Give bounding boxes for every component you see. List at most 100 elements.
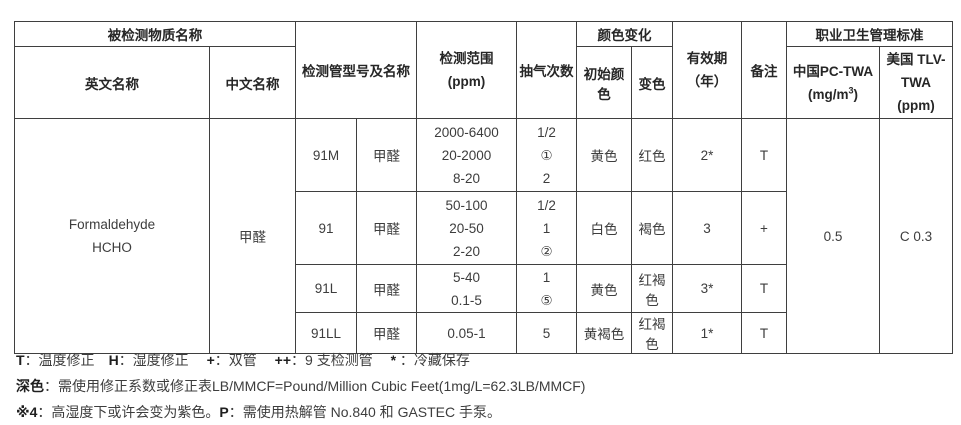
cell-tube-name: 甲醛 (356, 191, 417, 265)
cell-china-pc-twa: 0.5 (786, 118, 880, 354)
cell-validity: 3* (672, 264, 742, 313)
note-text: ：需使用修正系数或修正表LB/MMCF=Pound/Million Cubic … (44, 378, 586, 394)
header-china-pc-twa-line1: 中国PC-TWA (792, 63, 874, 79)
range-line: 50-100 (445, 197, 488, 213)
strokes-line: ② (540, 243, 553, 259)
detection-tube-table: 被检测物质名称 检测管型号及名称 检测范围 (ppm) 抽气次数 颜色变化 有效… (14, 21, 953, 354)
header-detection-range-line2: (ppm) (447, 74, 486, 89)
range-line: 8-20 (452, 170, 481, 186)
header-validity: 有效期 （年） (672, 21, 742, 119)
cell-model: 91 (295, 191, 357, 265)
header-validity-line1: 有效期 (686, 51, 728, 66)
header-standard-group: 职业卫生管理标准 (786, 21, 953, 47)
cell-validity: 3 (672, 191, 742, 265)
strokes-line: 1/2 (537, 197, 556, 213)
table-row-91M: Formaldehyde HCHO 甲醛 91M 甲醛 2000-6400 20… (14, 118, 953, 354)
footnotes: T：温度修正 H：湿度修正 +：双管 ++：9 支检测管 * ：冷藏保存 深色：… (16, 347, 585, 425)
table-row-91L: 91L 甲醛 5-40 0.1-5 1 ⑤ 黄色 红褐色 3* T (15, 264, 953, 313)
header-china-pc-twa-unit: (mg/m3) (789, 83, 877, 106)
cell-cn-name: 甲醛 (209, 118, 296, 354)
china-unit-pre: (mg/m (807, 86, 849, 102)
header-substance-group: 被检测物质名称 (14, 21, 296, 47)
cell-remark: T (741, 312, 787, 354)
cell-initial-color: 黄色 (576, 264, 632, 313)
cell-changed-color: 红褐色 (631, 264, 673, 313)
cell-remark: T (741, 118, 787, 192)
cell-strokes: 5 (516, 312, 577, 354)
note-text: ：湿度修正 (118, 352, 207, 368)
header-tube-model-name: 检测管型号及名称 (295, 21, 417, 119)
note-line-legend: T：温度修正 H：湿度修正 +：双管 ++：9 支检测管 * ：冷藏保存 (16, 347, 585, 373)
note-key-plus: + (206, 352, 215, 368)
cell-changed-color: 红褐色 (631, 312, 673, 354)
note-text: ：9 支检测管 (291, 352, 391, 368)
range-line: 2-20 (452, 243, 481, 259)
header-pump-strokes: 抽气次数 (516, 21, 577, 119)
note-text: ：温度修正 (24, 352, 109, 368)
cell-remark: + (741, 191, 787, 265)
range-line: 0.1-5 (451, 292, 482, 308)
cell-model: 91M (295, 118, 357, 192)
range-line: 5-40 (452, 269, 481, 285)
table-row-91: 91 甲醛 50-100 20-50 2-20 1/2 1 ② 白色 褐色 3 … (15, 191, 953, 265)
cell-strokes: 1/2 1 ② (516, 191, 577, 265)
note-key-asterisk: * (390, 352, 397, 368)
cell-range: 0.05-1 (416, 312, 517, 354)
cell-tube-name: 甲醛 (356, 118, 417, 192)
substance-en-line2: HCHO (92, 240, 132, 255)
strokes-line: 1 (542, 220, 551, 236)
cell-validity: 2* (672, 118, 742, 192)
header-us-tlv-line2: TWA (901, 75, 931, 90)
note-key-T: T (16, 352, 25, 368)
header-remark: 备注 (741, 21, 787, 119)
china-unit-sup: 3 (848, 85, 854, 95)
note-text: ：需使用热解管 No.840 和 GASTEC 手泵。 (228, 404, 502, 420)
note-key-dark: 深色 (16, 378, 44, 394)
cell-changed-color: 褐色 (631, 191, 673, 265)
cell-range: 2000-6400 20-2000 8-20 (416, 118, 517, 192)
cell-strokes: 1/2 ① 2 (516, 118, 577, 192)
strokes-line: 2 (542, 170, 551, 186)
note-text: ：冷藏保存 (396, 352, 470, 368)
cell-validity: 1* (672, 312, 742, 354)
header-color-change-group: 颜色变化 (576, 21, 673, 47)
cell-changed-color: 红色 (631, 118, 673, 192)
note-text: ：高湿度下或许会变为紫色。 (37, 404, 220, 420)
strokes-line: ① (540, 147, 553, 163)
cell-strokes: 1 ⑤ (516, 264, 577, 313)
cell-range: 50-100 20-50 2-20 (416, 191, 517, 265)
strokes-line: 1/2 (537, 124, 556, 140)
cell-initial-color: 黄色 (576, 118, 632, 192)
note-line-dark-color: 深色：需使用修正系数或修正表LB/MMCF=Pound/Million Cubi… (16, 373, 585, 399)
header-row-1: 被检测物质名称 检测管型号及名称 检测范围 (ppm) 抽气次数 颜色变化 有效… (14, 21, 953, 119)
cell-initial-color: 白色 (576, 191, 632, 265)
header-detection-range-line1: 检测范围 (439, 51, 494, 66)
header-detection-range: 检测范围 (ppm) (416, 21, 517, 119)
range-line: 20-2000 (441, 147, 492, 163)
header-china-pc-twa: 中国PC-TWA (mg/m3) (786, 46, 880, 119)
cell-us-tlv-twa: C 0.3 (879, 118, 953, 354)
header-en-name: 英文名称 (14, 46, 210, 119)
header-row-2: 英文名称 中文名称 初始颜色 变色 中国PC-TWA (mg/m3) 美国 TL… (14, 46, 953, 119)
note-key-H: H (108, 352, 119, 368)
cell-tube-name: 甲醛 (356, 264, 417, 313)
header-initial-color: 初始颜色 (576, 46, 632, 119)
note-key-P: P (219, 404, 229, 420)
cell-en-name: Formaldehyde HCHO (14, 118, 210, 354)
header-us-tlv-line1: 美国 TLV- (886, 52, 946, 67)
note-key-plusplus: ++ (274, 352, 292, 368)
range-line: 2000-6400 (434, 124, 499, 140)
cell-remark: T (741, 264, 787, 313)
strokes-line: 1 (542, 269, 551, 285)
range-line: 20-50 (449, 220, 484, 236)
china-unit-post: ) (853, 86, 859, 102)
header-validity-line2: （年） (686, 74, 728, 89)
note-line-humidity: ※4：高湿度下或许会变为紫色。P：需使用热解管 No.840 和 GASTEC … (16, 399, 585, 425)
cell-tube-name: 甲醛 (356, 312, 417, 354)
header-us-tlv-line3: (ppm) (897, 98, 935, 113)
header-changed-color: 变色 (631, 46, 673, 119)
cell-initial-color: 黄褐色 (576, 312, 632, 354)
header-us-tlv-twa: 美国 TLV- TWA (ppm) (879, 46, 953, 119)
table-row-91LL: 91LL 甲醛 0.05-1 5 黄褐色 红褐色 1* T (15, 312, 953, 354)
